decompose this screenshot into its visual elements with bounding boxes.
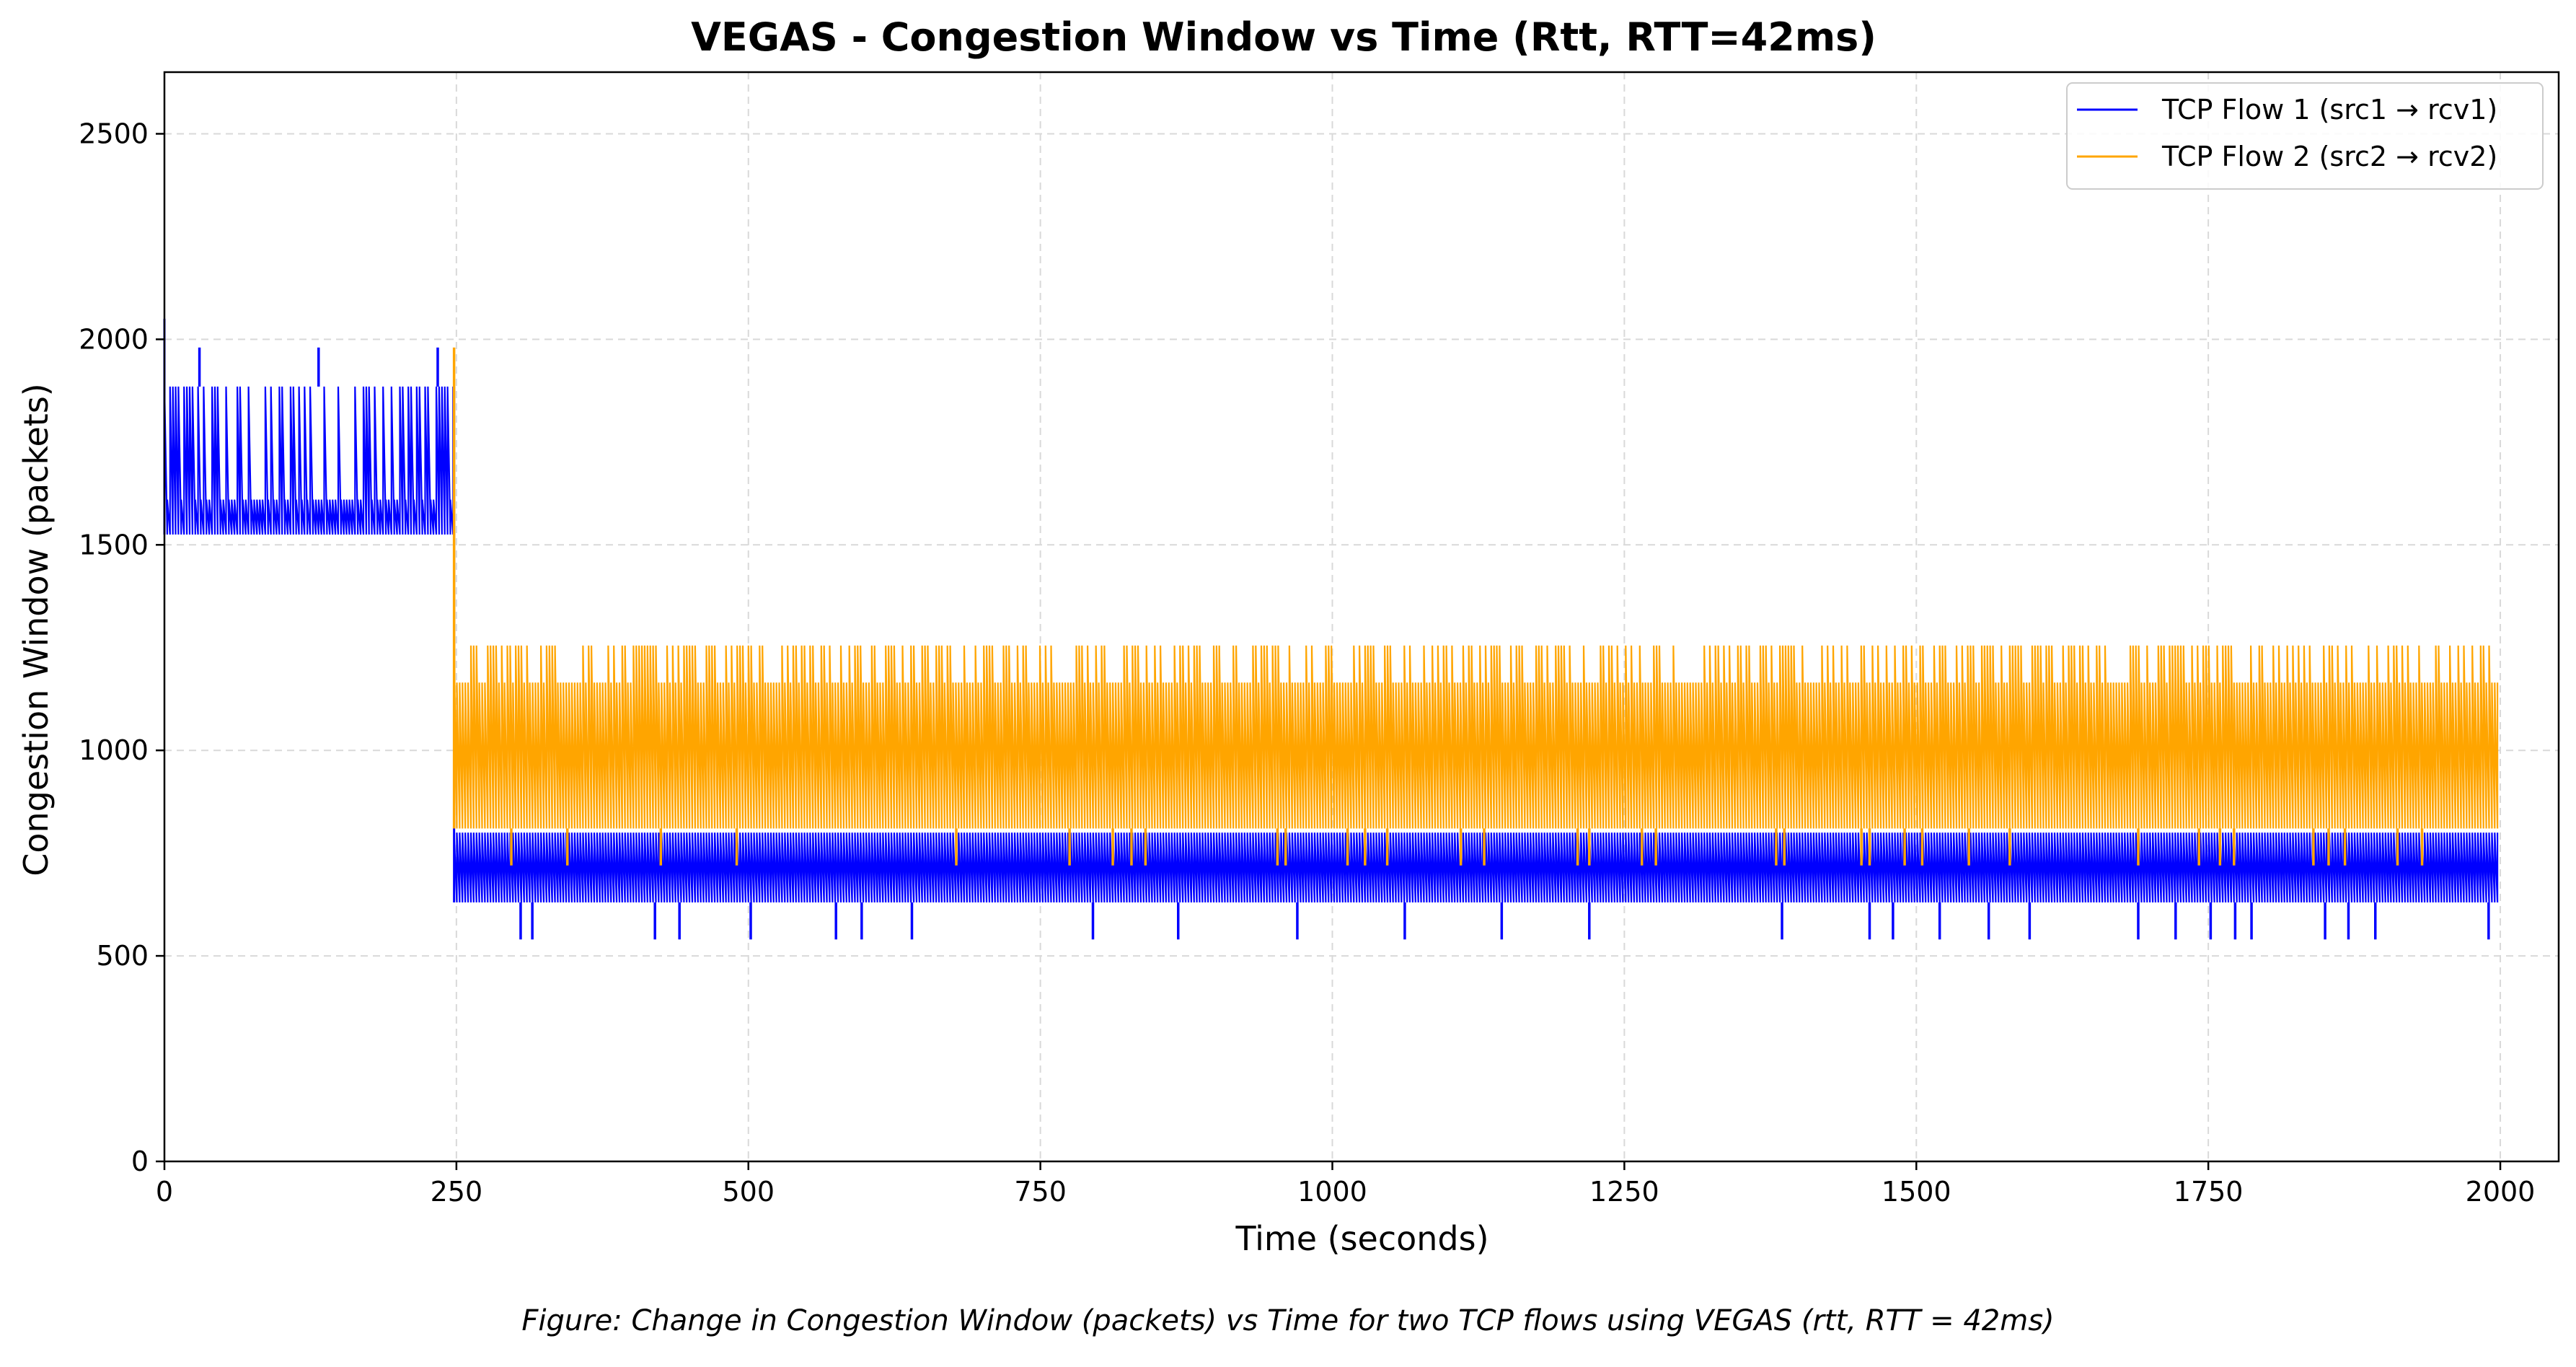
y-tick-label: 2000: [79, 323, 149, 355]
plot-frame: [163, 71, 2560, 1163]
x-axis-label: Time (seconds): [1235, 1219, 1488, 1258]
flow2-line: [453, 645, 2499, 829]
x-tick-label: 500: [722, 1176, 775, 1208]
x-tick-label: 2000: [2466, 1176, 2536, 1208]
x-tick-label: 1750: [2174, 1176, 2244, 1208]
flow1-phase1-line: [163, 386, 454, 535]
y-axis-label: Congestion Window (packets): [17, 383, 56, 876]
y-tick-label: 2500: [79, 118, 149, 149]
legend: TCP Flow 1 (src1 → rcv1) TCP Flow 2 (src…: [2066, 82, 2544, 190]
y-tick-label: 1500: [79, 529, 149, 561]
x-tick-label: 1000: [1297, 1176, 1367, 1208]
x-tick-label: 750: [1014, 1176, 1067, 1208]
legend-label-flow2: TCP Flow 2 (src2 → rcv2): [2161, 141, 2497, 172]
x-tick-label: 1250: [1589, 1176, 1659, 1208]
flow1-phase2-line: [453, 832, 2499, 903]
axis-ticks: 0 250 500 750 1000 1250 1500 1750 2000 0 500 1000 15…: [79, 118, 2535, 1208]
x-tick-label: 1500: [1882, 1176, 1951, 1208]
y-tick-label: 0: [131, 1146, 149, 1177]
figure-caption: Figure: Change in Congestion Window (pac…: [521, 1304, 2055, 1337]
chart-title: VEGAS - Congestion Window vs Time (Rtt, …: [691, 14, 1876, 60]
x-tick-label: 250: [431, 1176, 483, 1208]
legend-box: [2066, 82, 2544, 190]
y-tick-label: 500: [96, 940, 149, 972]
y-tick-label: 1000: [79, 734, 149, 766]
x-tick-label: 0: [156, 1176, 173, 1208]
legend-label-flow1: TCP Flow 1 (src1 → rcv1): [2161, 94, 2497, 126]
